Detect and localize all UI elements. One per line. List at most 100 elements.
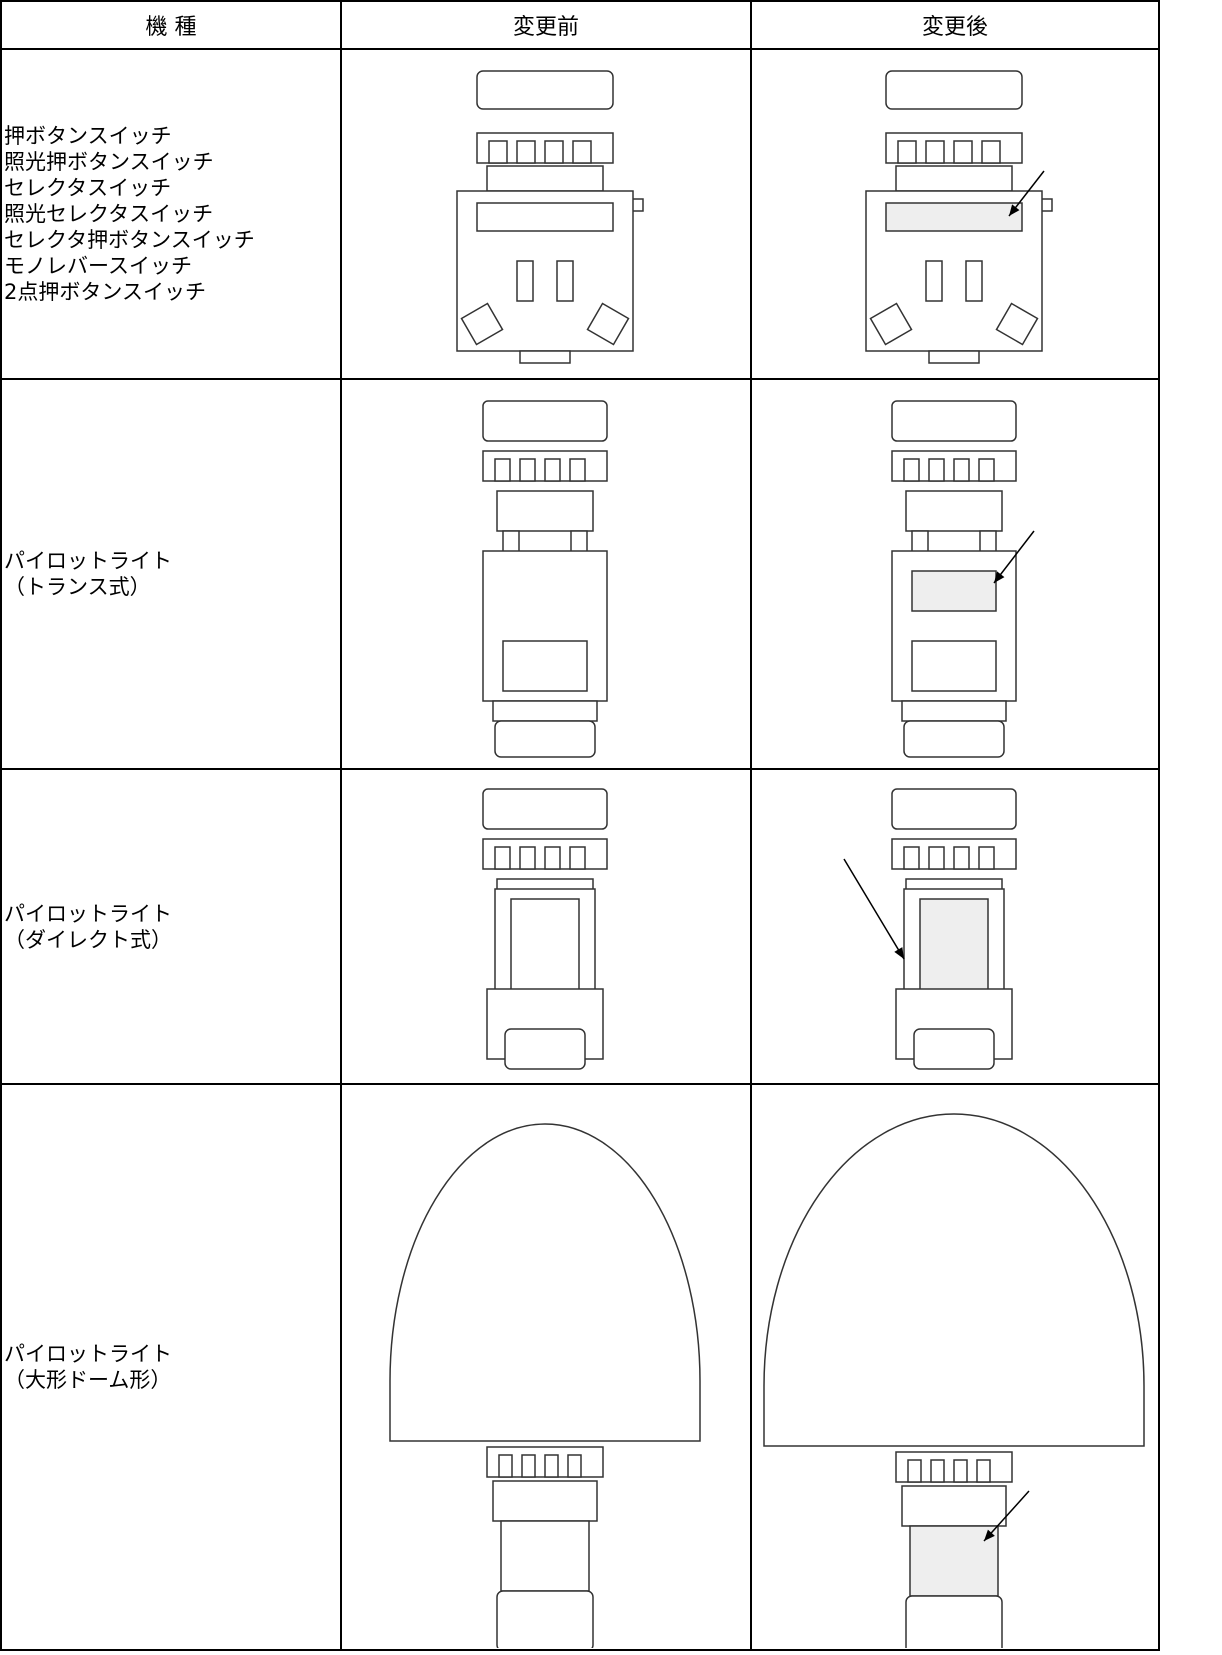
drawing-part	[843, 858, 905, 960]
drawing	[891, 400, 1035, 758]
drawing	[389, 1123, 701, 1648]
drawing-part	[492, 700, 598, 722]
drawing-part	[544, 846, 561, 870]
drawing-part	[953, 458, 970, 482]
drawing-part	[869, 302, 913, 346]
drawing-part	[903, 846, 920, 870]
drawing-part	[965, 260, 983, 302]
drawing-part	[516, 260, 534, 302]
drawing-part	[907, 1459, 922, 1483]
comparison-table: 機 種 変更前 変更後 押ボタンスイッチ 照光押ボタンスイッチ セレクタスイッチ 照光…	[0, 0, 1160, 1651]
row: 押ボタンスイッチ 照光押ボタンスイッチ セレクタスイッチ 照光セレクタスイッチ セレクタ…	[0, 48, 1160, 380]
drawing-part	[519, 846, 536, 870]
drawing-part	[911, 570, 997, 612]
drawing	[763, 1113, 1145, 1648]
drawing-part	[885, 70, 1023, 110]
drawing-part	[984, 1529, 995, 1541]
drawing-part	[482, 788, 608, 830]
row: パイロットライト （大形ドーム形）	[0, 1083, 1160, 1651]
drawing-part	[953, 140, 973, 164]
row: パイロットライト （ダイレクト式）	[0, 768, 1160, 1085]
drawing-part	[569, 458, 586, 482]
drawing-part	[905, 1595, 1003, 1648]
model-cell: パイロットライト （大形ドーム形）	[0, 1083, 342, 1651]
drawing-part	[928, 458, 945, 482]
image-cell	[750, 48, 1160, 380]
drawing-part	[928, 846, 945, 870]
drawing-part	[928, 350, 980, 364]
drawing-part	[981, 140, 1001, 164]
drawing-part	[885, 202, 1023, 232]
drawing-part	[995, 302, 1039, 346]
drawing-part	[544, 1454, 559, 1478]
drawing-part	[492, 1480, 598, 1522]
drawing-part	[909, 1525, 999, 1597]
model-line: セレクタスイッチ	[4, 176, 172, 200]
image-cell	[750, 768, 1160, 1085]
row: パイロットライト （トランス式）	[0, 378, 1160, 770]
drawing-part	[567, 1454, 582, 1478]
drawing	[482, 400, 608, 758]
drawing-part	[496, 490, 594, 532]
drawing-part	[494, 458, 511, 482]
image-cell	[750, 378, 1160, 770]
drawing-part	[913, 1028, 995, 1070]
drawing-part	[510, 898, 580, 1000]
drawing-part	[569, 846, 586, 870]
drawing-part	[976, 1459, 991, 1483]
image-cell	[340, 378, 752, 770]
header-cell: 変更前	[340, 0, 752, 50]
drawing-part	[930, 1459, 945, 1483]
header-cell: 機 種	[0, 0, 342, 50]
model-cell: 押ボタンスイッチ 照光押ボタンスイッチ セレクタスイッチ 照光セレクタスイッチ セレクタ…	[0, 48, 342, 380]
drawing-part	[498, 1454, 513, 1478]
model-line: 照光押ボタンスイッチ	[4, 150, 214, 174]
model-line: パイロットライト	[4, 1342, 172, 1366]
drawing-part	[572, 140, 592, 164]
drawing-part	[488, 140, 508, 164]
drawing-part	[544, 140, 564, 164]
drawing-part	[482, 400, 608, 442]
drawing-part	[1009, 204, 1020, 216]
drawing-part	[521, 1454, 536, 1478]
drawing-part	[502, 640, 588, 692]
image-cell	[750, 1083, 1160, 1651]
drawing-part	[897, 140, 917, 164]
drawing-part	[500, 1520, 590, 1592]
image-cell	[340, 1083, 752, 1651]
drawing-part	[925, 140, 945, 164]
drawing-part	[901, 1485, 1007, 1527]
model-line: セレクタ押ボタンスイッチ	[4, 228, 255, 252]
drawing-part	[903, 720, 1005, 758]
drawing-part	[476, 202, 614, 232]
model-line: 押ボタンスイッチ	[4, 124, 172, 148]
drawing-part	[953, 1459, 968, 1483]
model-cell: パイロットライト （トランス式）	[0, 378, 342, 770]
drawing-part	[903, 458, 920, 482]
image-cell	[340, 768, 752, 1085]
model-line: モノレバースイッチ	[4, 254, 192, 278]
drawing-part	[895, 165, 1013, 192]
drawing-part	[994, 571, 1005, 583]
model-line: パイロットライト	[4, 901, 172, 926]
drawing-part	[983, 1490, 1030, 1542]
model-line: パイロットライト	[4, 549, 172, 573]
drawing-part	[519, 350, 571, 364]
drawing	[482, 788, 608, 1070]
drawing-part	[763, 1113, 1145, 1447]
drawing-part	[919, 898, 989, 1000]
drawing-part	[925, 260, 943, 302]
drawing-part	[894, 947, 904, 959]
model-line: 照光セレクタスイッチ	[4, 202, 214, 226]
drawing-part	[486, 165, 604, 192]
drawing-part	[516, 140, 536, 164]
drawing	[456, 70, 644, 364]
drawing-part	[496, 1590, 594, 1648]
drawing-part	[544, 458, 561, 482]
drawing-part	[556, 260, 574, 302]
drawing-part	[905, 490, 1003, 532]
model-cell: パイロットライト （ダイレクト式）	[0, 768, 342, 1085]
drawing-part	[504, 1028, 586, 1070]
drawing-part	[911, 640, 997, 692]
